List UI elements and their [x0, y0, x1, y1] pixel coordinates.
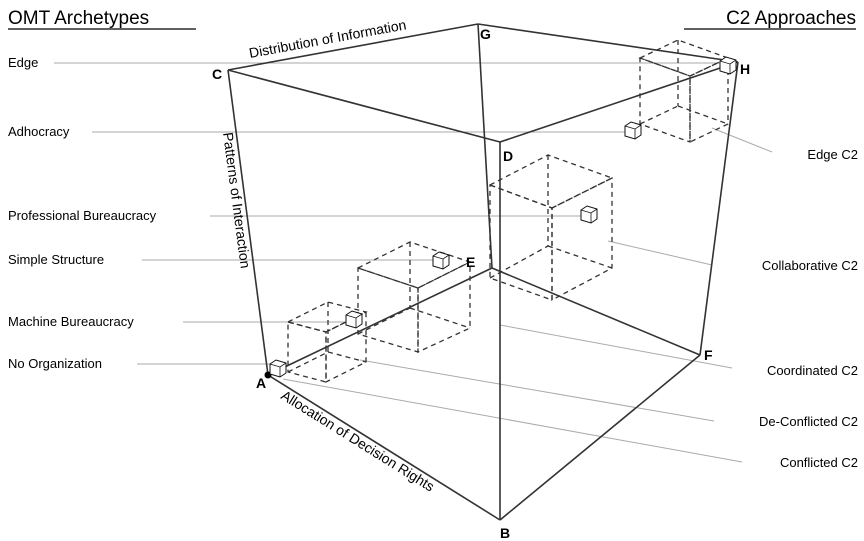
axis-label-allocation: Allocation of Decision Rights — [278, 387, 437, 495]
archetype-label-no-organization: No Organization — [8, 356, 102, 371]
edge-cg — [227, 23, 479, 71]
vertex-label-g: G — [480, 26, 491, 42]
marker-simple-structure-icon — [432, 251, 450, 270]
edge-gh — [477, 23, 739, 63]
c2-approaches-header: C2 Approaches — [726, 8, 856, 29]
approach-label-coordinated-c2: Coordinated C2 — [767, 363, 858, 378]
archetype-label-adhocracy: Adhocracy — [8, 124, 70, 139]
approach-label-collaborative-c2: Collaborative C2 — [762, 258, 858, 273]
marker-professional-bureaucracy-icon — [580, 205, 598, 224]
approach-label-conflicted-c2: Conflicted C2 — [780, 455, 858, 470]
archetype-label-simple-structure: Simple Structure — [8, 252, 104, 267]
edge-ge — [477, 23, 493, 269]
vertex-label-e: E — [466, 254, 475, 270]
approach-label-edge-c2: Edge C2 — [807, 147, 858, 162]
marker-edge-icon — [719, 56, 737, 75]
vertex-label-c: C — [212, 66, 222, 82]
leader-coordinated-c2 — [499, 324, 733, 369]
edge-ef — [491, 267, 701, 356]
edge-hf — [699, 61, 739, 356]
dashed-cube-coordinated — [356, 241, 472, 354]
vertex-label-d: D — [503, 148, 513, 164]
vertex-label-f: F — [704, 347, 713, 363]
dashed-cube-edge — [638, 39, 730, 144]
axis-label-distribution: Distribution of Information — [248, 16, 408, 61]
omt-archetypes-header: OMT Archetypes — [8, 8, 149, 29]
dashed-cube-collaborative — [488, 154, 614, 302]
vertex-label-b: B — [500, 525, 510, 541]
edge-cd — [227, 69, 501, 143]
leader-de-conflicted-c2 — [359, 359, 715, 422]
marker-no-organization-icon — [269, 359, 287, 378]
leader-collaborative-c2 — [607, 240, 713, 266]
archetype-label-machine-bureaucracy: Machine Bureaucracy — [8, 314, 134, 329]
archetype-markers — [269, 56, 737, 378]
dashed-region-cubes — [286, 39, 730, 384]
archetype-leaders — [54, 62, 726, 365]
archetype-label-edge: Edge — [8, 55, 38, 70]
edge-bf — [499, 354, 701, 521]
approach-label-de-conflicted-c2: De-Conflicted C2 — [759, 414, 858, 429]
marker-adhocracy-icon — [624, 121, 642, 140]
edge-ae — [267, 267, 493, 376]
edge-ac — [227, 69, 269, 376]
edge-dh — [499, 61, 739, 143]
archetype-label-professional-bureaucracy: Professional Bureaucracy — [8, 208, 157, 223]
leader-edge-c2 — [711, 127, 773, 153]
main-cube — [227, 23, 739, 521]
approach-leaders — [282, 127, 773, 463]
vertex-label-a: A — [256, 375, 266, 391]
leader-conflicted-c2 — [282, 378, 743, 463]
marker-machine-bureaucracy-icon — [345, 310, 363, 329]
axis-label-interaction: Patterns of Interaction — [220, 131, 254, 269]
edge-ab — [267, 374, 501, 521]
vertex-label-h: H — [740, 61, 750, 77]
